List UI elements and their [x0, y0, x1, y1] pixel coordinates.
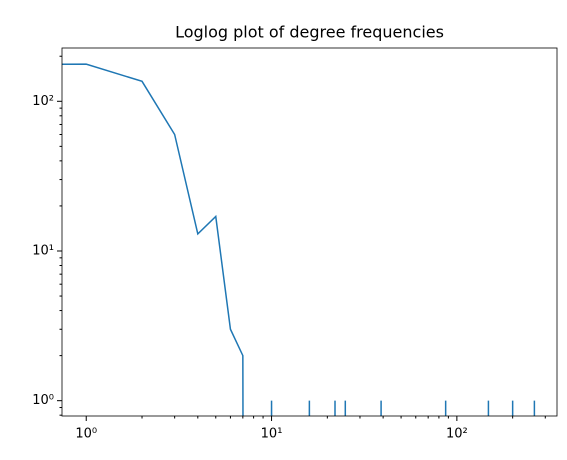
y-tick-label: 10² — [32, 94, 54, 109]
x-tick-label: 10² — [446, 427, 468, 442]
line-series — [62, 63, 536, 416]
chart-title: Loglog plot of degree frequencies — [175, 23, 444, 42]
y-tick-label: 10¹ — [32, 243, 54, 258]
plot-frame — [61, 47, 558, 417]
y-tick-label: 10⁰ — [32, 393, 54, 408]
x-tick-label: 10⁰ — [75, 427, 97, 442]
x-tick-label: 10¹ — [261, 427, 283, 442]
